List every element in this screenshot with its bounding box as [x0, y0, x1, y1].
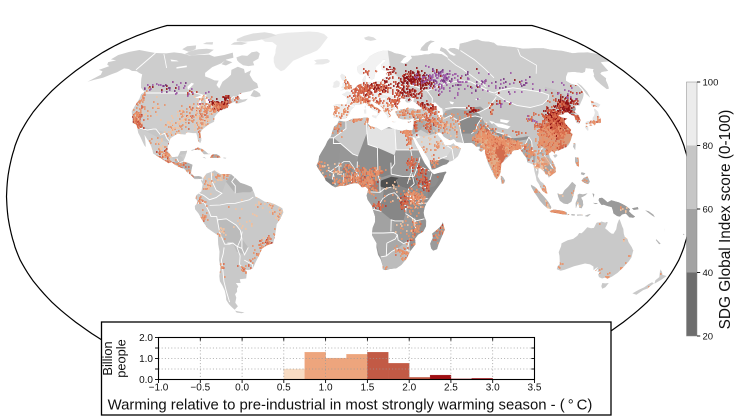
svg-text:people: people [114, 339, 129, 377]
svg-text:3.5: 3.5 [528, 383, 542, 394]
svg-text:2.5: 2.5 [444, 383, 458, 394]
svg-text:Billion: Billion [100, 341, 115, 375]
svg-text:20: 20 [703, 331, 714, 342]
svg-text:40: 40 [703, 268, 714, 279]
svg-text:3.0: 3.0 [486, 383, 500, 394]
svg-text:0.0: 0.0 [139, 375, 153, 386]
svg-text:SDG Global Index score (0-100): SDG Global Index score (0-100) [717, 110, 734, 330]
svg-text:1.0: 1.0 [139, 354, 153, 365]
svg-text:60: 60 [703, 204, 714, 215]
svg-text:Warming relative to pre-indust: Warming relative to pre-industrial in mo… [108, 398, 593, 414]
svg-text:2.0: 2.0 [139, 333, 153, 344]
svg-text:1.5: 1.5 [360, 383, 374, 394]
svg-text:0.5: 0.5 [277, 383, 291, 394]
svg-text:1.0: 1.0 [319, 383, 333, 394]
svg-text:0.0: 0.0 [235, 383, 249, 394]
svg-text:80: 80 [703, 141, 714, 152]
svg-text:2.0: 2.0 [402, 383, 416, 394]
svg-text:−1.0: −1.0 [149, 383, 169, 394]
svg-text:−0.5: −0.5 [190, 383, 210, 394]
svg-text:100: 100 [703, 77, 719, 88]
